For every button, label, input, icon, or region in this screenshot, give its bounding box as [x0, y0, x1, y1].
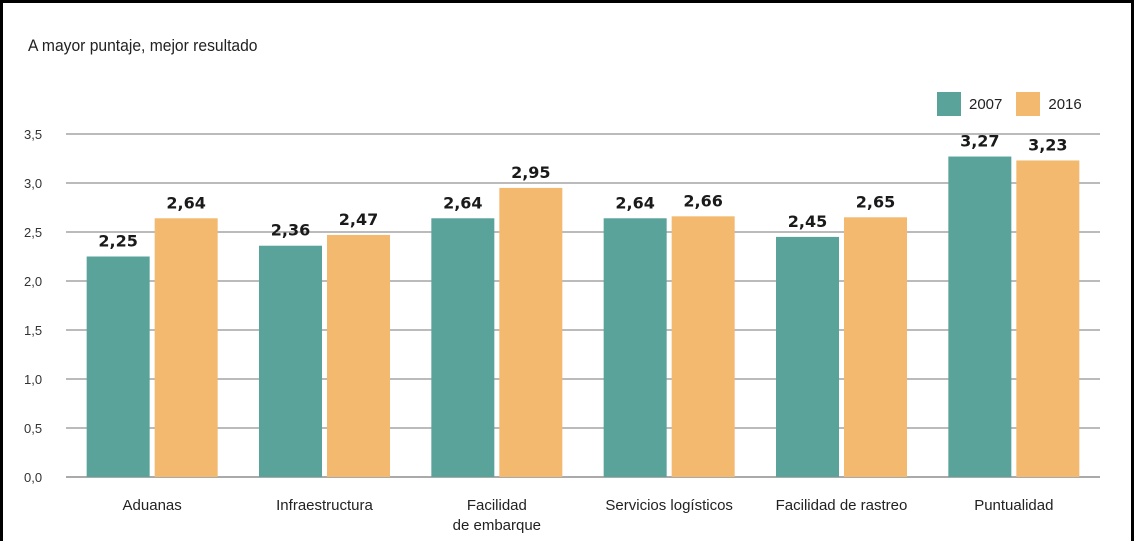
y-tick-label: 3,5 — [24, 127, 42, 142]
legend-item-2016: 2016 — [1016, 92, 1082, 116]
data-label-2007: 2,25 — [98, 232, 137, 251]
y-tick-label: 1,0 — [24, 372, 42, 387]
data-label-2016: 2,95 — [511, 163, 550, 182]
category-label: Puntualidad — [974, 497, 1053, 514]
bar-2016 — [327, 234, 390, 477]
bar-2016 — [499, 187, 563, 477]
legend-label-2007: 2007 — [969, 95, 1003, 113]
bar-2007 — [259, 245, 322, 477]
category-label: Facilidad — [467, 497, 527, 514]
bar-2016 — [1016, 160, 1080, 477]
legend: 2007 2016 — [937, 92, 1096, 116]
bar-2016 — [154, 218, 218, 477]
data-label-2007: 2,36 — [271, 221, 310, 240]
bar-2016 — [844, 217, 907, 478]
y-tick-label: 3,0 — [24, 176, 42, 191]
legend-label-2016: 2016 — [1048, 95, 1082, 113]
category-label: de embarque — [453, 517, 541, 534]
y-tick-label: 0,5 — [24, 421, 42, 436]
data-label-2016: 3,23 — [1028, 135, 1067, 154]
chart-subtitle: A mayor puntaje, mejor resultado — [28, 36, 258, 55]
legend-item-2007: 2007 — [937, 92, 1002, 116]
category-label: Infraestructura — [276, 497, 373, 514]
data-label-2007: 2,45 — [788, 212, 827, 231]
category-label: Aduanas — [123, 497, 182, 514]
y-tick-label: 2,5 — [24, 225, 42, 240]
bar-2007 — [948, 156, 1012, 478]
data-label-2007: 2,64 — [615, 193, 654, 212]
bar-2007 — [86, 256, 150, 477]
bar-2007 — [431, 218, 495, 477]
bar-2007 — [776, 236, 839, 477]
category-label: Facilidad de rastreo — [776, 497, 908, 514]
data-label-2016: 2,65 — [856, 192, 895, 211]
bar-2016 — [671, 216, 735, 477]
data-label-2007: 2,64 — [443, 193, 482, 212]
y-tick-label: 0,0 — [24, 470, 42, 485]
data-label-2016: 2,47 — [339, 210, 378, 229]
y-tick-label: 2,0 — [24, 274, 42, 289]
legend-swatch-2016 — [1016, 92, 1041, 116]
legend-swatch-2007 — [937, 92, 961, 116]
y-tick-label: 1,5 — [24, 323, 42, 338]
data-label-2016: 2,66 — [683, 191, 722, 210]
bar-2007 — [603, 218, 667, 477]
data-label-2016: 2,64 — [166, 193, 205, 212]
category-label: Servicios logísticos — [605, 497, 733, 514]
data-label-2007: 3,27 — [960, 132, 999, 151]
